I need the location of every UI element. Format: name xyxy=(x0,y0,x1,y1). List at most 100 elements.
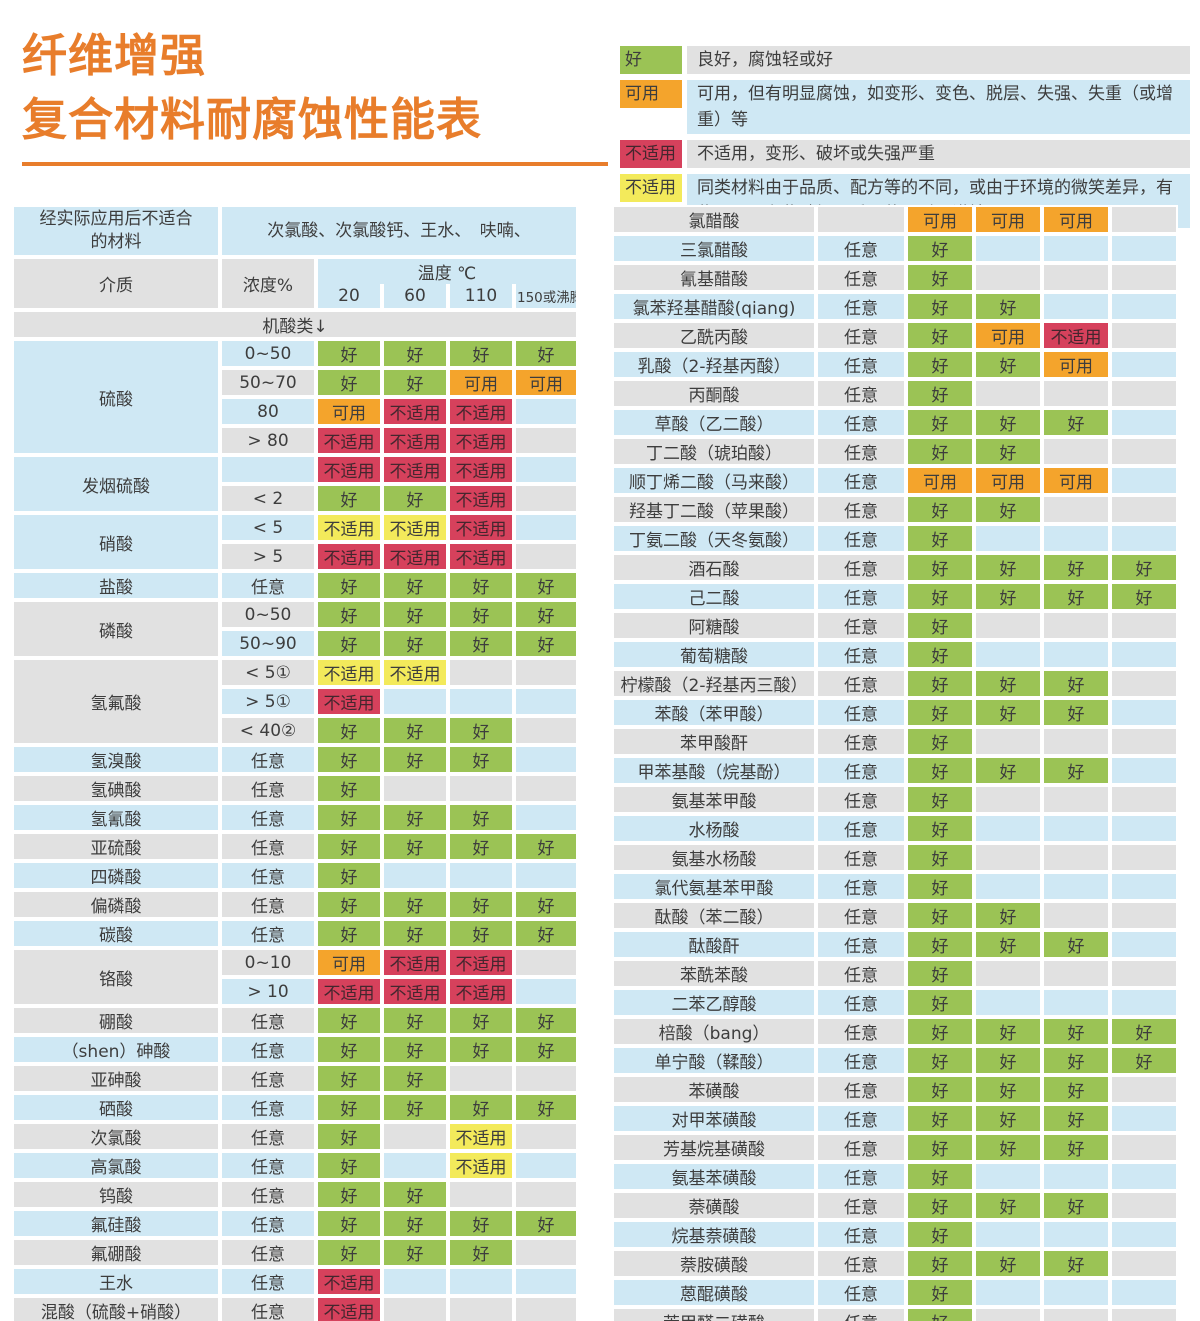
medium-cell: 混酸（硫酸+硝酸） xyxy=(12,1296,220,1321)
table-row: 氢氰酸 任意好好好 xyxy=(12,803,579,832)
value-cell: 好 xyxy=(448,803,514,832)
medium-cell: 次氯酸 xyxy=(12,1122,220,1151)
table-row: < 40② 好好好 xyxy=(12,716,579,745)
medium-cell: 王水 xyxy=(12,1267,220,1296)
value-cell xyxy=(1042,263,1110,292)
table-row: 己二酸 任意好好好好 xyxy=(612,582,1178,611)
concentration-cell: 任意 xyxy=(816,669,906,698)
material-name-cell: 三氯醋酸 xyxy=(612,234,816,263)
material-name-cell: 氨基水杨酸 xyxy=(612,843,816,872)
material-name-cell: 单宁酸（鞣酸） xyxy=(612,1046,816,1075)
value-cell: 好 xyxy=(1110,582,1178,611)
concentration-cell: 任意 xyxy=(220,1035,316,1064)
value-cell: 好 xyxy=(448,745,514,774)
value-cell: 不适用 xyxy=(448,977,514,1006)
value-cell xyxy=(514,542,579,571)
legend-row-unsuitable: 不适用 不适用，变形、破坏或失强严重 xyxy=(620,140,1190,168)
legend-chip-caution: 不适用 xyxy=(620,174,682,202)
table-row: 四磷酸 任意好 xyxy=(12,861,579,890)
concentration-cell: 任意 xyxy=(816,756,906,785)
value-cell: 好 xyxy=(906,727,974,756)
concentration-cell: 任意 xyxy=(220,919,316,948)
table-header-row: 经实际应用后不适合 的材料 次氯酸、次氯酸钙、王水、 呋喃、 xyxy=(12,205,579,257)
value-cell: 好 xyxy=(974,1075,1042,1104)
value-cell: 好 xyxy=(1042,1017,1110,1046)
value-cell xyxy=(1110,843,1178,872)
value-cell xyxy=(974,1162,1042,1191)
value-cell xyxy=(1110,205,1178,234)
concentration-cell: 任意 xyxy=(816,553,906,582)
table-row: 50~90 好好好好 xyxy=(12,629,579,658)
value-cell: 好 xyxy=(514,339,579,368)
value-cell xyxy=(1042,611,1110,640)
value-cell xyxy=(974,611,1042,640)
value-cell xyxy=(448,658,514,687)
table-row: 水杨酸 任意好 xyxy=(612,814,1178,843)
value-cell: 好 xyxy=(1042,1104,1110,1133)
concentration-cell xyxy=(220,455,316,484)
value-cell: 好 xyxy=(382,1238,448,1267)
medium-cell: 硫酸 xyxy=(12,339,220,455)
table-row: 发烟硫酸 不适用 不适用 不适用 xyxy=(12,455,579,513)
value-cell xyxy=(448,861,514,890)
value-cell: 好 xyxy=(514,890,579,919)
table-row: 氰基醋酸 任意好 xyxy=(612,263,1178,292)
material-name-cell: 甲苯基酸（烷基酚） xyxy=(612,756,816,785)
concentration-cell: 任意 xyxy=(816,1104,906,1133)
concentration-cell: 任意 xyxy=(816,1075,906,1104)
value-cell: 好 xyxy=(448,1093,514,1122)
material-name-cell: 乳酸（2-羟基丙酸） xyxy=(612,350,816,379)
table-row: 硝酸 < 5 不适用 不适用 不适用 xyxy=(12,513,579,571)
concentration-cell: 任意 xyxy=(816,988,906,1017)
value-cell: 好 xyxy=(906,379,974,408)
value-cell: 好 xyxy=(316,1035,382,1064)
value-cell xyxy=(974,814,1042,843)
table-row: 二苯乙醇酸 任意好 xyxy=(612,988,1178,1017)
value-cell xyxy=(1042,495,1110,524)
material-name-cell: 氯代氨基苯甲酸 xyxy=(612,872,816,901)
concentration-cell: 任意 xyxy=(816,1307,906,1321)
value-cell xyxy=(1110,292,1178,321)
value-cell xyxy=(448,1064,514,1093)
value-cell xyxy=(1110,466,1178,495)
value-cell xyxy=(448,774,514,803)
concentration-cell: 任意 xyxy=(816,350,906,379)
legend: 好良好，腐蚀轻或好 可用 可用，但有明显腐蚀，如变形、变色、脱层、失强、失重（或增重… xyxy=(620,46,1190,234)
value-cell: 好 xyxy=(1042,1075,1110,1104)
value-cell: 好 xyxy=(974,698,1042,727)
concentration-cell: < 40② xyxy=(220,716,316,745)
value-cell: 不适用 xyxy=(316,658,382,687)
table-row: 芳基烷基磺酸 任意好好好 xyxy=(612,1133,1178,1162)
table-row: 葡萄糖酸 任意好 xyxy=(612,640,1178,669)
value-cell: 好 xyxy=(316,629,382,658)
table-row: < 2 好好不适用 xyxy=(12,484,579,513)
value-cell: 可用 xyxy=(974,466,1042,495)
concentration-cell: > 5① xyxy=(220,687,316,716)
concentration-cell: 任意 xyxy=(816,234,906,263)
value-cell xyxy=(974,234,1042,263)
value-cell: 好 xyxy=(1042,930,1110,959)
table-row: 柠檬酸（2-羟基丙三酸） 任意好好好 xyxy=(612,669,1178,698)
value-cell xyxy=(1042,1220,1110,1249)
value-cell: 好 xyxy=(906,495,974,524)
value-cell xyxy=(1042,437,1110,466)
value-cell: 好 xyxy=(906,292,974,321)
value-cell xyxy=(1042,785,1110,814)
table-row: 氢碘酸 任意好 xyxy=(12,774,579,803)
value-cell: 好 xyxy=(382,745,448,774)
value-cell: 不适用 xyxy=(448,484,514,513)
concentration-cell: 任意 xyxy=(816,814,906,843)
table-row: 氯代氨基苯甲酸 任意好 xyxy=(612,872,1178,901)
value-cell xyxy=(1110,1249,1178,1278)
value-cell: 不适用 xyxy=(316,1296,382,1321)
value-cell: 好 xyxy=(974,1249,1042,1278)
value-cell: 好 xyxy=(448,629,514,658)
concentration-cell: 任意 xyxy=(816,1162,906,1191)
material-name-cell: 芳基烷基磺酸 xyxy=(612,1133,816,1162)
value-cell: 好 xyxy=(906,234,974,263)
table-row: 酞酸酐 任意好好好 xyxy=(612,930,1178,959)
value-cell: 不适用 xyxy=(316,542,382,571)
table-row: 苯甲酸酐 任意好 xyxy=(612,727,1178,756)
value-cell xyxy=(514,745,579,774)
material-name-cell: 水杨酸 xyxy=(612,814,816,843)
